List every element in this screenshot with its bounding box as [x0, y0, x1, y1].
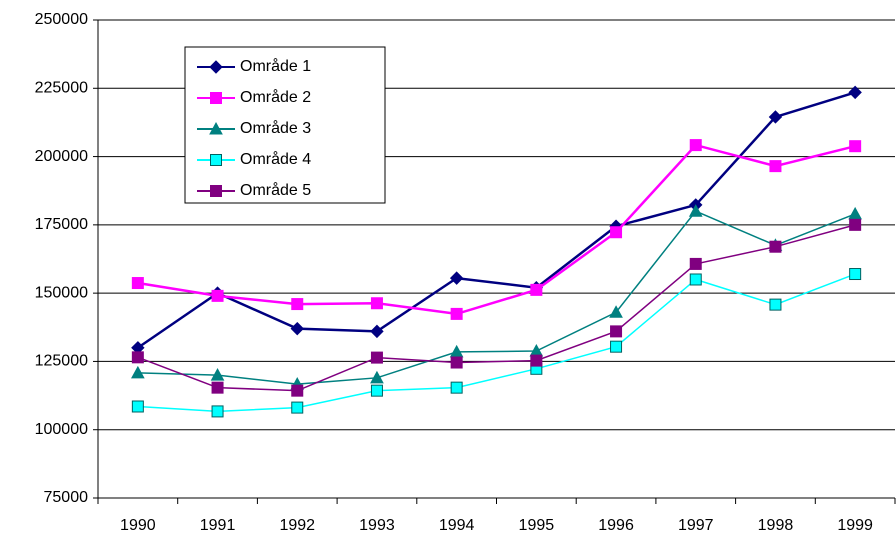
data-point: [530, 283, 543, 296]
data-point: [450, 307, 463, 320]
legend-label: Område 2: [240, 88, 311, 106]
data-point: [610, 340, 623, 353]
legend-marker: [210, 92, 222, 104]
y-tick-label: 175000: [35, 216, 88, 233]
y-tick-label: 125000: [35, 353, 88, 370]
x-tick-label: 1991: [200, 517, 236, 534]
data-point: [370, 324, 384, 339]
series-line: [137, 273, 856, 413]
data-point: [849, 140, 862, 153]
data-point: [210, 368, 225, 381]
data-point: [769, 240, 782, 253]
series-line: [137, 224, 856, 392]
legend-marker: [210, 185, 222, 197]
data-point: [370, 351, 383, 364]
x-tick-label: 1998: [758, 517, 794, 534]
data-point: [848, 85, 862, 100]
data-point: [530, 354, 543, 367]
x-tick-label: 1995: [519, 517, 555, 534]
x-tick-label: 1996: [598, 517, 634, 534]
y-tick-label: 250000: [35, 11, 88, 28]
x-tick-label: 1994: [439, 517, 475, 534]
data-point: [689, 257, 702, 270]
data-point: [370, 297, 383, 310]
data-point: [450, 381, 463, 394]
data-point: [768, 110, 783, 124]
data-point: [848, 206, 862, 220]
y-tick-label: 225000: [35, 80, 88, 97]
data-point: [610, 325, 623, 338]
y-tick-label: 150000: [35, 284, 88, 301]
x-tick-label: 1993: [359, 517, 395, 534]
y-tick-label: 100000: [35, 421, 88, 438]
legend-marker: [210, 154, 222, 166]
data-point: [291, 298, 304, 311]
data-point: [849, 218, 862, 231]
data-point: [211, 289, 224, 302]
data-point: [450, 356, 463, 369]
data-point: [211, 405, 224, 418]
legend-label: Område 1: [240, 57, 311, 75]
x-tick-label: 1999: [837, 517, 873, 534]
legend-label: Område 4: [240, 150, 311, 168]
data-point: [769, 160, 782, 173]
legend-label: Område 5: [240, 181, 311, 199]
y-tick-label: 75000: [44, 489, 89, 506]
data-point: [609, 305, 623, 318]
data-point: [211, 381, 224, 394]
data-point: [370, 384, 383, 397]
data-point: [290, 321, 304, 336]
series-line: [137, 143, 856, 316]
legend-label: Område 3: [240, 119, 311, 137]
data-point: [131, 277, 144, 290]
data-point: [688, 204, 703, 217]
data-point: [689, 139, 702, 152]
y-tick-label: 200000: [35, 148, 88, 165]
data-point: [449, 271, 464, 285]
legend-marker: [209, 60, 223, 74]
x-tick-label: 1990: [120, 517, 156, 534]
data-point: [291, 384, 304, 397]
data-point: [291, 401, 304, 414]
x-tick-label: 1997: [678, 517, 714, 534]
legend-marker: [209, 121, 223, 135]
data-point: [610, 226, 623, 239]
data-point: [131, 365, 145, 379]
series-line: [137, 91, 856, 349]
series-line: [137, 210, 856, 385]
x-tick-label: 1992: [279, 517, 315, 534]
data-point: [769, 298, 782, 311]
data-point: [689, 273, 702, 286]
data-point: [131, 351, 144, 364]
legend-box: [184, 46, 386, 204]
data-point: [849, 268, 862, 281]
data-point: [370, 370, 384, 384]
data-point: [131, 400, 144, 413]
